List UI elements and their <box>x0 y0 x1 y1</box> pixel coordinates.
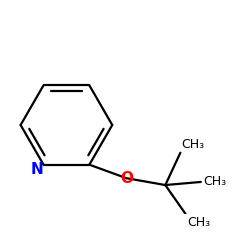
Text: N: N <box>31 162 44 177</box>
Text: CH₃: CH₃ <box>203 176 227 188</box>
Text: CH₃: CH₃ <box>187 216 210 229</box>
Text: O: O <box>120 171 133 186</box>
Text: CH₃: CH₃ <box>182 138 205 151</box>
